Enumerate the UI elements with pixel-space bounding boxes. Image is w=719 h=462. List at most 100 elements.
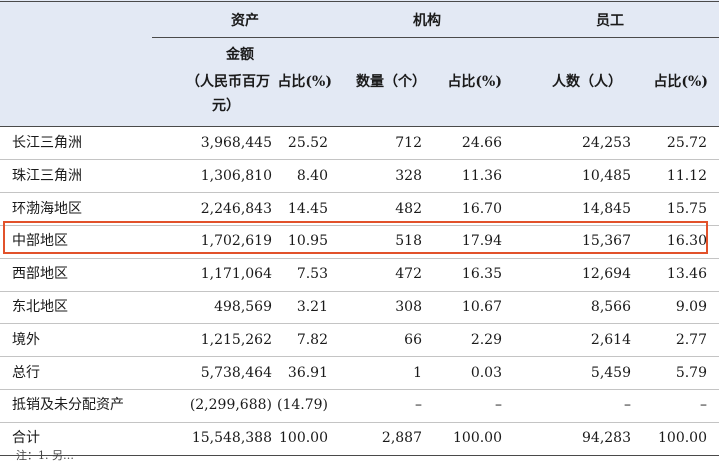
row-divider bbox=[0, 291, 719, 292]
cell-amount: 498,569 bbox=[214, 299, 272, 315]
cell-asset-pct: (14.79) bbox=[276, 397, 328, 414]
footnote: 注：1. 另… bbox=[16, 449, 74, 462]
cell-asset-pct: 7.82 bbox=[296, 331, 328, 348]
cell-emp-pct: 16.30 bbox=[666, 233, 707, 250]
table-row: 东北地区 498,569 3.21 308 10.67 8,566 9.09 bbox=[0, 291, 719, 324]
cell-emp-count: 24,253 bbox=[582, 135, 631, 151]
row-divider bbox=[0, 323, 719, 324]
cell-emp-count: 10,485 bbox=[582, 167, 631, 184]
cell-emp-pct: – bbox=[700, 397, 707, 414]
cell-emp-pct: 2.77 bbox=[675, 331, 707, 348]
header-amount-line1: 金额 bbox=[226, 47, 254, 63]
group-header-rule bbox=[152, 37, 719, 38]
cell-emp-count: – bbox=[624, 397, 631, 414]
cell-inst-pct: 16.35 bbox=[461, 266, 502, 283]
table-row: 珠江三角洲 1,306,810 8.40 328 11.36 10,485 11.12 bbox=[0, 160, 719, 193]
table-row: 长江三角洲 3,968,445 25.52 712 24.66 24,253 25.72 bbox=[0, 127, 719, 160]
cell-emp-pct: 13.46 bbox=[666, 266, 707, 283]
cell-amount: 1,171,064 bbox=[200, 266, 272, 283]
table-row: 环渤海地区 2,246,843 14.45 482 16.70 14,845 15.75 bbox=[0, 193, 719, 226]
cell-region: 抵销及未分配资产 bbox=[12, 397, 124, 414]
cell-region: 合计 bbox=[12, 430, 40, 447]
cell-asset-pct: 10.95 bbox=[287, 233, 328, 250]
cell-inst-pct: 16.70 bbox=[461, 200, 502, 217]
cell-asset-pct: 14.45 bbox=[287, 200, 328, 217]
row-divider bbox=[0, 192, 719, 193]
row-divider bbox=[0, 225, 719, 226]
table-row: 境外 1,215,262 7.82 66 2.29 2,614 2.77 bbox=[0, 324, 719, 357]
cell-region: 东北地区 bbox=[12, 299, 68, 315]
cell-inst-count: – bbox=[415, 397, 422, 414]
header-amount-line3: 元） bbox=[212, 98, 240, 114]
cell-inst-count: 66 bbox=[404, 331, 422, 348]
row-divider bbox=[0, 389, 719, 390]
cell-region: 境外 bbox=[12, 331, 40, 348]
cell-amount: 5,738,464 bbox=[200, 364, 272, 381]
header-emp-count: 人数（人） bbox=[552, 74, 622, 90]
cell-inst-count: 712 bbox=[395, 135, 422, 151]
cell-inst-pct: 100.00 bbox=[453, 430, 502, 447]
cell-emp-pct: 15.75 bbox=[666, 200, 707, 217]
table-row: 合计 15,548,388 100.00 2,887 100.00 94,283 100.0… bbox=[0, 422, 719, 455]
cell-inst-pct: 10.67 bbox=[461, 299, 502, 315]
cell-emp-pct: 100.00 bbox=[658, 430, 707, 447]
cell-emp-count: 14,845 bbox=[582, 200, 631, 217]
table-row: 西部地区 1,171,064 7.53 472 16.35 12,694 13.46 bbox=[0, 258, 719, 291]
cell-emp-pct: 9.09 bbox=[675, 299, 707, 315]
header-emp-pct: 占比(%) bbox=[653, 74, 708, 90]
group-header-assets: 资产 bbox=[231, 13, 259, 29]
cell-inst-pct: 2.29 bbox=[470, 331, 502, 348]
cell-asset-pct: 25.52 bbox=[287, 135, 328, 151]
group-header-employees: 员工 bbox=[596, 13, 624, 29]
cell-asset-pct: 100.00 bbox=[279, 430, 328, 447]
cell-inst-count: 2,887 bbox=[381, 430, 422, 447]
table-row: 抵销及未分配资产 (2,299,688) (14.79) – – – – bbox=[0, 389, 719, 422]
cell-amount: 1,215,262 bbox=[200, 331, 272, 348]
cell-inst-pct: 24.66 bbox=[461, 135, 502, 151]
cell-emp-pct: 5.79 bbox=[675, 364, 707, 381]
header-inst-count: 数量（个） bbox=[356, 74, 426, 90]
cell-emp-count: 5,459 bbox=[590, 364, 631, 381]
row-divider bbox=[0, 356, 719, 357]
cell-amount: 1,306,810 bbox=[200, 167, 272, 184]
cell-inst-pct: 17.94 bbox=[461, 233, 502, 250]
cell-emp-count: 94,283 bbox=[582, 430, 631, 447]
header-asset-pct: 占比(%) bbox=[277, 74, 332, 90]
cell-region: 西部地区 bbox=[12, 266, 68, 283]
group-header-institutions: 机构 bbox=[413, 13, 441, 29]
cell-emp-count: 12,694 bbox=[582, 266, 631, 283]
cell-region: 环渤海地区 bbox=[12, 200, 82, 217]
top-rule bbox=[0, 1, 719, 2]
cell-region: 珠江三角洲 bbox=[12, 167, 82, 184]
cell-amount: 1,702,619 bbox=[200, 233, 272, 250]
cell-inst-pct: 11.36 bbox=[461, 167, 502, 184]
cell-amount: 3,968,445 bbox=[200, 135, 272, 151]
cell-region: 总行 bbox=[12, 364, 40, 381]
header-amount-line2: （人民币百万 bbox=[186, 74, 270, 90]
cell-asset-pct: 7.53 bbox=[296, 266, 328, 283]
table-header-band bbox=[0, 0, 719, 127]
cell-region: 中部地区 bbox=[12, 233, 68, 250]
cell-emp-pct: 25.72 bbox=[666, 135, 707, 151]
header-inst-pct: 占比(%) bbox=[447, 74, 502, 90]
cell-emp-count: 2,614 bbox=[590, 331, 631, 348]
table-row: 中部地区 1,702,619 10.95 518 17.94 15,367 16.30 bbox=[0, 225, 719, 258]
cell-region: 长江三角洲 bbox=[12, 135, 82, 151]
cell-inst-pct: – bbox=[495, 397, 502, 414]
table-row: 总行 5,738,464 36.91 1 0.03 5,459 5.79 bbox=[0, 357, 719, 390]
cell-asset-pct: 3.21 bbox=[296, 299, 328, 315]
cell-amount: 15,548,388 bbox=[191, 430, 272, 447]
row-divider bbox=[0, 258, 719, 259]
cell-inst-count: 1 bbox=[413, 364, 422, 381]
cell-emp-count: 15,367 bbox=[582, 233, 631, 250]
cell-inst-count: 328 bbox=[395, 167, 422, 184]
header-bottom-rule bbox=[0, 126, 719, 127]
cell-inst-count: 518 bbox=[395, 233, 422, 250]
cell-inst-pct: 0.03 bbox=[470, 364, 502, 381]
cell-asset-pct: 8.40 bbox=[296, 167, 328, 184]
cell-asset-pct: 36.91 bbox=[287, 364, 328, 381]
row-divider bbox=[0, 422, 719, 423]
cell-inst-count: 472 bbox=[395, 266, 422, 283]
row-divider bbox=[0, 159, 719, 160]
